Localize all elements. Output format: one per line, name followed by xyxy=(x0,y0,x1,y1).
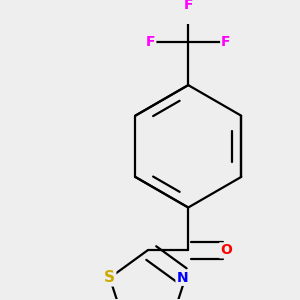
Text: S: S xyxy=(104,270,115,285)
Text: F: F xyxy=(146,35,155,49)
Text: N: N xyxy=(176,271,188,285)
Text: O: O xyxy=(220,243,232,257)
Text: F: F xyxy=(221,35,231,49)
Text: F: F xyxy=(184,0,193,12)
